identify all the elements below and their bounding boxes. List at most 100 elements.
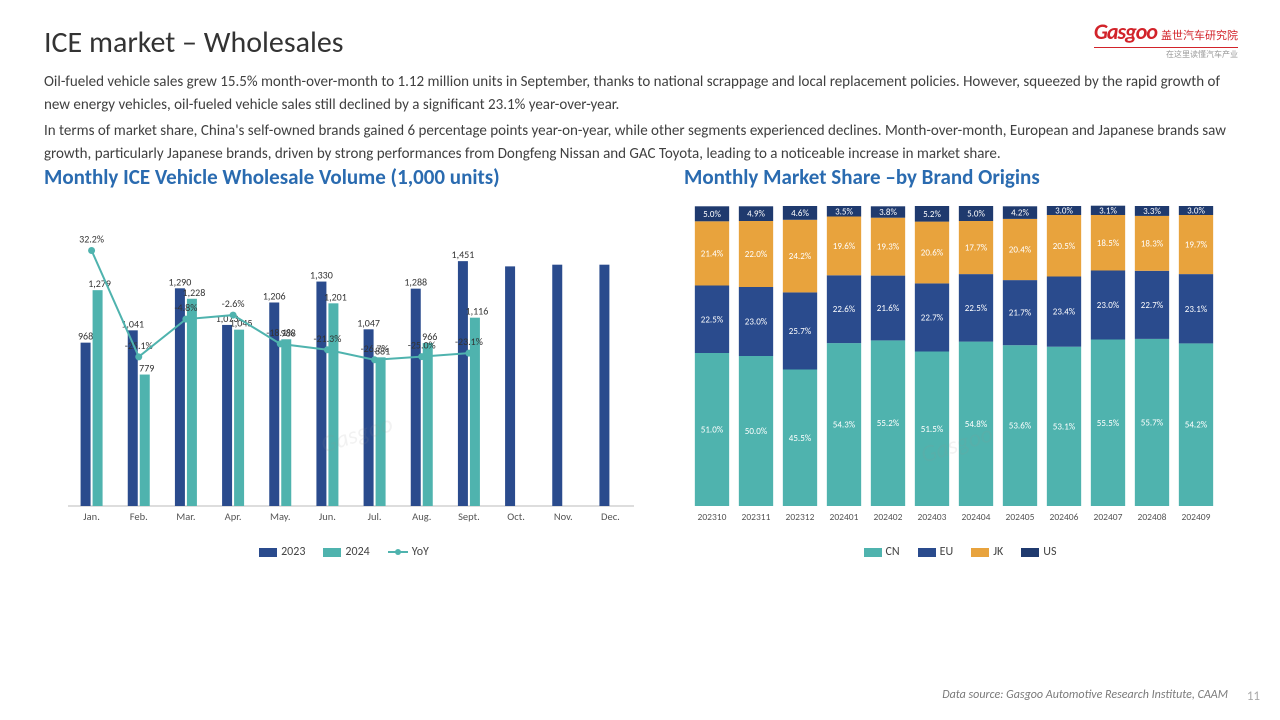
svg-text:23.0%: 23.0% — [745, 317, 768, 328]
svg-text:20.5%: 20.5% — [1053, 241, 1076, 252]
svg-text:54.3%: 54.3% — [833, 420, 856, 431]
page-title: ICE market – Wholesales — [44, 24, 1236, 61]
svg-text:19.3%: 19.3% — [877, 242, 900, 253]
svg-text:22.6%: 22.6% — [833, 304, 856, 315]
svg-text:-23.1%: -23.1% — [455, 335, 483, 348]
svg-text:20.4%: 20.4% — [1009, 245, 1032, 256]
svg-text:Feb.: Feb. — [130, 510, 148, 523]
svg-text:51.5%: 51.5% — [921, 424, 944, 435]
svg-text:Sept.: Sept. — [458, 510, 480, 523]
svg-text:202409: 202409 — [1182, 511, 1211, 523]
svg-text:4.6%: 4.6% — [791, 208, 809, 219]
svg-text:4.9%: 4.9% — [747, 209, 765, 220]
svg-text:1,330: 1,330 — [310, 269, 333, 282]
svg-text:-21.3%: -21.3% — [313, 332, 341, 345]
svg-text:202408: 202408 — [1138, 511, 1167, 523]
logo-main: Gasgoo — [1094, 18, 1157, 45]
logo: Gasgoo 盖世汽车研究院 在这里读懂汽车产业 — [1094, 18, 1238, 60]
svg-text:23.4%: 23.4% — [1053, 307, 1076, 318]
chart1-legend: 20232024YoY — [44, 545, 644, 559]
svg-text:3.5%: 3.5% — [835, 206, 853, 217]
svg-text:18.5%: 18.5% — [1097, 238, 1120, 249]
svg-text:45.5%: 45.5% — [789, 433, 812, 444]
svg-text:1,047: 1,047 — [357, 316, 380, 329]
chart1-area: 9681,279Jan.1,041779Feb.1,2901,228Mar.1,… — [44, 196, 644, 541]
svg-text:Mar.: Mar. — [176, 510, 195, 523]
svg-text:202312: 202312 — [786, 511, 815, 523]
svg-text:Aug.: Aug. — [412, 510, 431, 523]
svg-text:53.6%: 53.6% — [1009, 421, 1032, 432]
svg-text:24.2%: 24.2% — [789, 251, 812, 262]
svg-text:51.0%: 51.0% — [701, 425, 724, 436]
svg-text:202401: 202401 — [830, 511, 859, 523]
svg-text:1,201: 1,201 — [324, 290, 347, 303]
svg-text:19.6%: 19.6% — [833, 241, 856, 252]
svg-text:5.0%: 5.0% — [703, 209, 721, 220]
svg-text:54.8%: 54.8% — [965, 419, 988, 430]
page-number: 11 — [1247, 689, 1260, 704]
svg-text:1,288: 1,288 — [404, 276, 427, 289]
svg-text:Jan.: Jan. — [83, 510, 100, 523]
svg-text:Dec.: Dec. — [601, 510, 620, 523]
chart2-area: 51.0% 22.5% 21.4% 5.0% 202310 50.0% 23.0% 22.0%… — [684, 196, 1236, 541]
svg-text:968: 968 — [78, 330, 93, 343]
svg-text:19.7%: 19.7% — [1185, 240, 1208, 251]
svg-text:May.: May. — [270, 510, 291, 523]
svg-text:202405: 202405 — [1006, 511, 1035, 523]
svg-text:55.7%: 55.7% — [1141, 417, 1164, 428]
logo-cn: 盖世汽车研究院 — [1161, 29, 1238, 42]
svg-text:202407: 202407 — [1094, 511, 1123, 523]
svg-text:3.0%: 3.0% — [1187, 206, 1205, 217]
svg-text:-25.0%: -25.0% — [408, 339, 436, 352]
svg-text:3.1%: 3.1% — [1099, 205, 1117, 216]
svg-text:202402: 202402 — [874, 511, 903, 523]
paragraph-1: Oil-fueled vehicle sales grew 15.5% mont… — [44, 71, 1236, 118]
chart2-legend: CNEUJKUS — [684, 545, 1236, 559]
svg-text:Nov.: Nov. — [554, 510, 573, 523]
svg-text:202403: 202403 — [918, 511, 947, 523]
paragraph-2: In terms of market share, China's self-o… — [44, 120, 1236, 167]
chart1-title: Monthly ICE Vehicle Wholesale Volume (1,… — [44, 164, 644, 190]
svg-text:53.1%: 53.1% — [1053, 421, 1076, 432]
svg-text:22.5%: 22.5% — [965, 303, 988, 314]
chart2-svg: 51.0% 22.5% 21.4% 5.0% 202310 50.0% 23.0% 22.0%… — [684, 196, 1224, 536]
svg-text:Apr.: Apr. — [225, 510, 242, 523]
svg-text:5.0%: 5.0% — [967, 209, 985, 220]
svg-text:18.3%: 18.3% — [1141, 238, 1164, 249]
svg-text:22.7%: 22.7% — [1141, 300, 1164, 311]
svg-text:-26.7%: -26.7% — [361, 342, 389, 355]
svg-text:Oct.: Oct. — [507, 510, 525, 523]
svg-text:22.5%: 22.5% — [701, 314, 724, 325]
svg-text:3.3%: 3.3% — [1143, 206, 1161, 217]
svg-text:Jun.: Jun. — [319, 510, 336, 523]
svg-text:25.7%: 25.7% — [789, 326, 812, 337]
svg-text:3.0%: 3.0% — [1055, 206, 1073, 217]
svg-text:55.2%: 55.2% — [877, 418, 900, 429]
svg-text:202310: 202310 — [698, 511, 727, 523]
svg-text:21.7%: 21.7% — [1009, 308, 1032, 319]
logo-sub: 在这里读懂汽车产业 — [1094, 47, 1238, 60]
svg-text:17.7%: 17.7% — [965, 243, 988, 254]
svg-text:1,045: 1,045 — [230, 317, 253, 330]
svg-text:22.7%: 22.7% — [921, 312, 944, 323]
svg-text:20.6%: 20.6% — [921, 248, 944, 259]
svg-text:22.0%: 22.0% — [745, 249, 768, 260]
svg-text:-2.6%: -2.6% — [222, 297, 245, 310]
svg-text:55.5%: 55.5% — [1097, 418, 1120, 429]
svg-text:32.2%: 32.2% — [79, 232, 104, 245]
svg-text:202404: 202404 — [962, 511, 991, 523]
svg-text:1,116: 1,116 — [466, 305, 489, 318]
svg-text:Jul.: Jul. — [368, 510, 382, 523]
svg-text:21.6%: 21.6% — [877, 303, 900, 314]
svg-text:5.2%: 5.2% — [923, 209, 941, 220]
svg-text:1,228: 1,228 — [183, 286, 206, 299]
data-source: Data source: Gasgoo Automotive Research … — [942, 688, 1228, 702]
svg-text:21.4%: 21.4% — [701, 248, 724, 259]
svg-text:50.0%: 50.0% — [745, 426, 768, 437]
svg-text:4.2%: 4.2% — [1011, 208, 1029, 219]
svg-text:779: 779 — [139, 362, 154, 375]
svg-text:23.0%: 23.0% — [1097, 300, 1120, 311]
svg-text:202406: 202406 — [1050, 511, 1079, 523]
svg-text:23.1%: 23.1% — [1185, 304, 1208, 315]
svg-text:1,206: 1,206 — [263, 289, 286, 302]
